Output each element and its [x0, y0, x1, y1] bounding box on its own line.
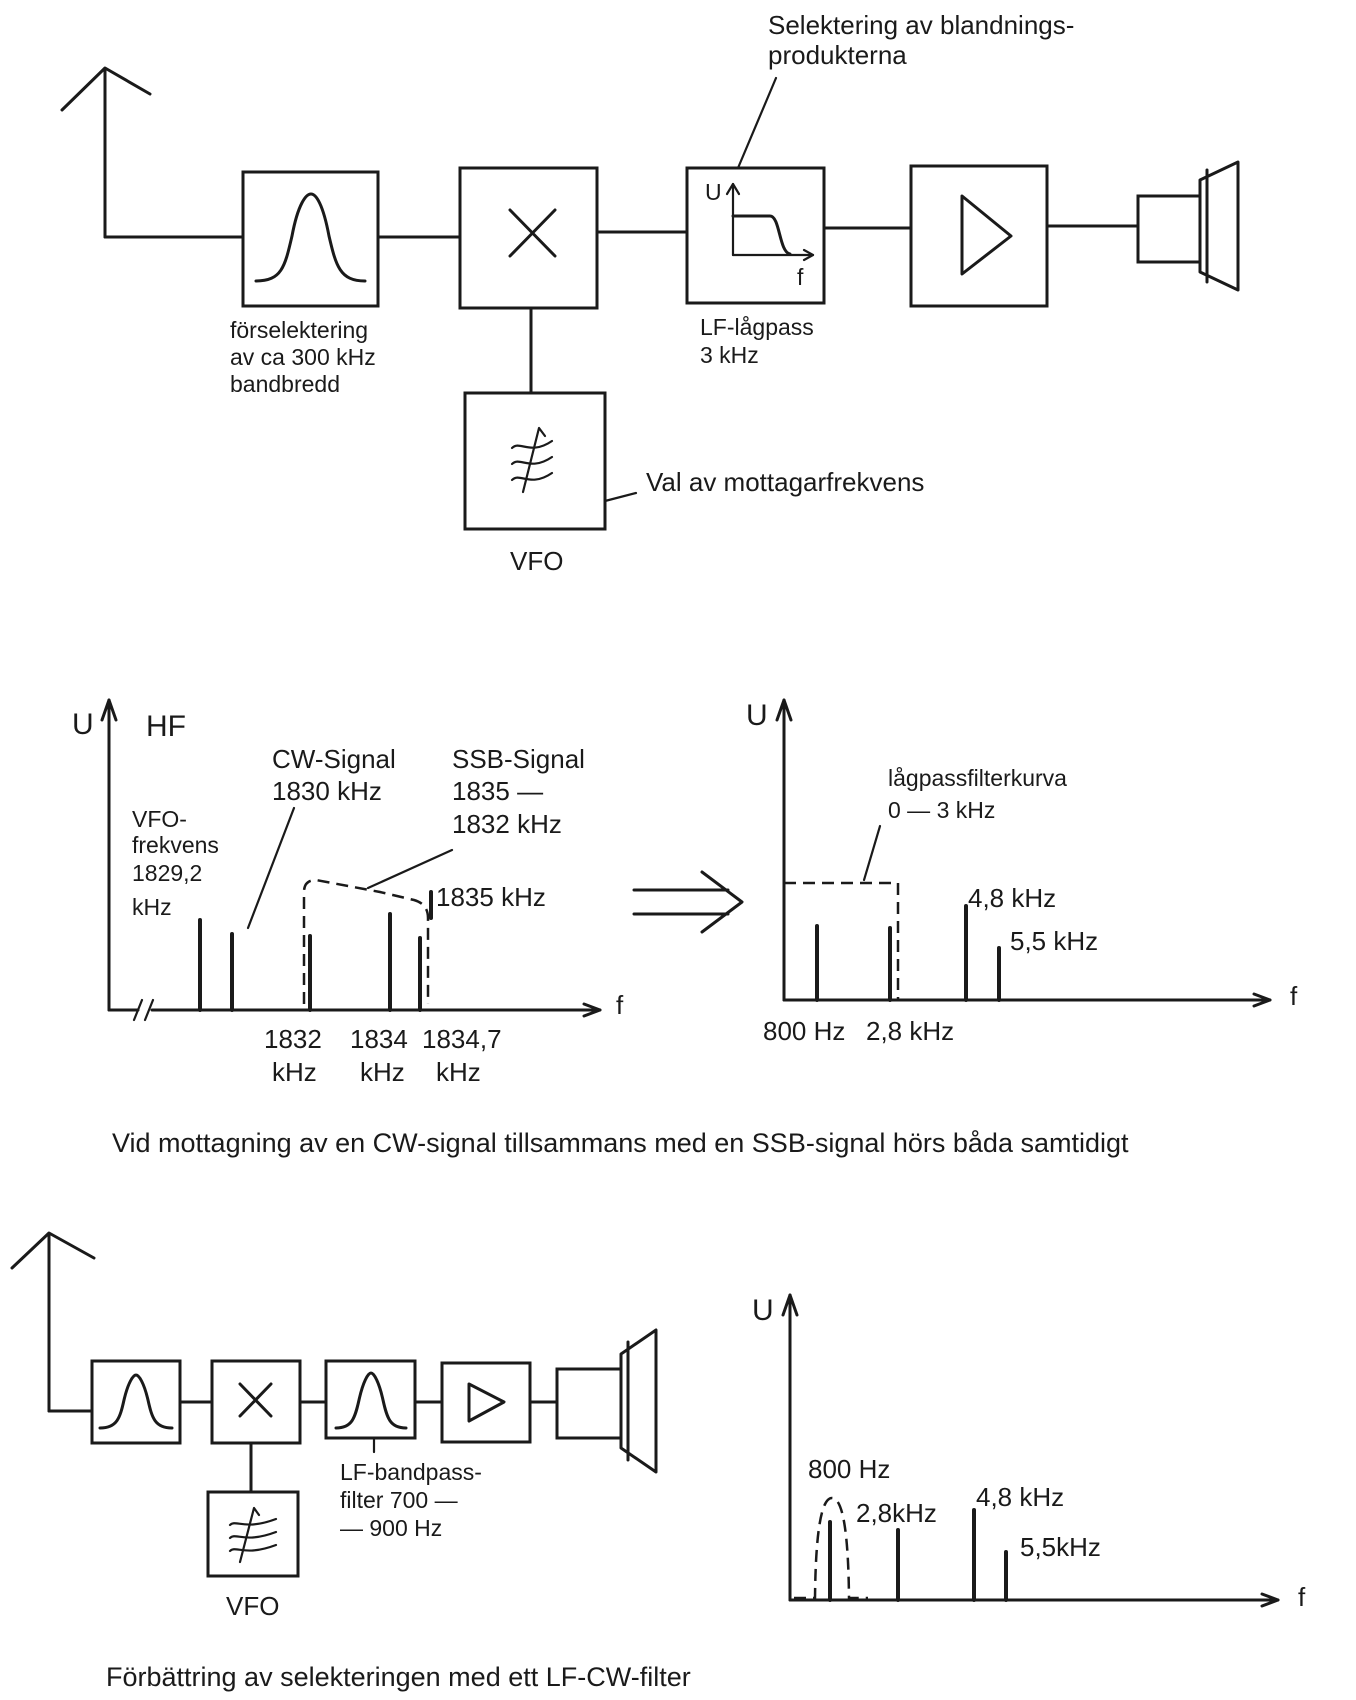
bottom-800hz-label: 800 Hz: [808, 1454, 890, 1484]
hf-cw-label-line-1: CW-Signal: [272, 744, 396, 774]
lf-spectrum-chart: U f lågpassfilterkurva 0 — 3 kHz 4,8 kHz…: [746, 698, 1298, 1046]
amplifier-box-bottom: [440, 1361, 532, 1444]
bottom-axis-u-label: U: [752, 1294, 774, 1327]
bandpass-curve-icon: [254, 192, 367, 283]
speaker-icon-bottom: [555, 1328, 658, 1474]
preselector-label-line-1: förselektering: [230, 317, 368, 343]
lf-axis-u-label: U: [746, 699, 768, 732]
bottom-spectral-lines: [828, 1508, 1008, 1602]
lf-spectral-lines: [815, 904, 1001, 1002]
mixer-output-note: Selektering av blandnings- produkterna: [768, 10, 1074, 70]
mixer-box: [458, 166, 599, 310]
bandpass-label-line-1: LF-bandpass-: [340, 1459, 482, 1485]
hf-1835-label: 1835 kHz: [436, 882, 546, 912]
lowpass-axis-u-label: U: [705, 179, 722, 205]
hf-vfo-label: VFO- frekvens 1829,2 kHz: [132, 806, 219, 920]
hf-vfo-label-line-2: frekvens: [132, 832, 219, 858]
vfo-box-bottom: [206, 1490, 300, 1578]
lf-filter-label-line-2: 0 — 3 kHz: [888, 797, 995, 823]
preselector-filter-box: [241, 170, 380, 308]
bottom-4-8khz-label: 4,8 kHz: [976, 1482, 1064, 1512]
lowpass-label-line-2: 3 kHz: [700, 342, 759, 368]
lf-filter-label-line-1: lågpassfilterkurva: [888, 765, 1067, 791]
preselector-label-line-3: bandbredd: [230, 371, 340, 397]
mixer-output-note-line-1: Selektering av blandnings-: [768, 10, 1074, 40]
ssb-label-leader: [366, 848, 454, 890]
hf-ssb-label-line-2: 1835 —: [452, 776, 543, 806]
preselector-label: förselektering av ca 300 kHz bandbredd: [230, 317, 376, 397]
vfo-note: Val av mottagarfrekvens: [646, 467, 924, 497]
caption-2: Förbättring av selekteringen med ett LF-…: [106, 1662, 691, 1692]
variable-oscillator-icon: [228, 1506, 278, 1564]
hf-ssb-label: SSB-Signal 1835 — 1832 kHz: [452, 744, 585, 839]
hf-tick-1832-unit: kHz: [272, 1057, 317, 1087]
lowpass-filter-box: U f: [685, 166, 826, 305]
preselector-filter-box-bottom: [90, 1359, 182, 1445]
vfo-label: VFO: [510, 546, 563, 576]
bandpass-curve-icon: [334, 1371, 408, 1430]
vfo-box: [463, 391, 607, 531]
hf-vfo-label-line-4: kHz: [132, 894, 172, 920]
hf-tick-1834-unit: kHz: [360, 1057, 405, 1087]
bottom-5-5khz-label: 5,5kHz: [1020, 1532, 1101, 1562]
hf-spectral-lines: [198, 890, 433, 1012]
hf-vfo-label-line-3: 1829,2: [132, 860, 202, 886]
hf-vfo-label-line-1: VFO-: [132, 806, 187, 832]
lf-bandpass-filter-box: [324, 1359, 417, 1440]
hf-tick-1834-7: 1834,7: [422, 1024, 502, 1054]
bandpass-label: LF-bandpass- filter 700 — — 900 Hz: [340, 1459, 482, 1541]
hf-tick-1834-7-unit: kHz: [436, 1057, 481, 1087]
lowpass-label: LF-lågpass 3 kHz: [700, 314, 814, 368]
hf-tick-1834: 1834: [350, 1024, 408, 1054]
hf-tick-labels: 1832 kHz 1834 kHz 1834,7 kHz: [264, 1024, 502, 1087]
antenna-icon-bottom: [10, 1231, 96, 1413]
bandpass-label-line-3: — 900 Hz: [340, 1515, 442, 1541]
bottom-receiver-diagram: LF-bandpass- filter 700 — — 900 Hz VFO: [10, 1231, 658, 1621]
bandpass-filter-curve: [794, 1496, 868, 1600]
amplifier-triangle-icon: [467, 1382, 506, 1423]
hf-spectrum-chart: U HF f CW-Signal 1830 kHz SSB-Signal 183…: [72, 698, 624, 1087]
bottom-2-8khz-label: 2,8kHz: [856, 1498, 937, 1528]
lf-4-8khz-label: 4,8 kHz: [968, 883, 1056, 913]
bottom-spectrum-chart: U f 800 Hz 2,8kHz 4,8 kHz 5,5kHz: [752, 1293, 1306, 1612]
lowpass-label-leader: [862, 824, 882, 882]
lf-axis-f-label: f: [1290, 981, 1298, 1011]
mixer-box-bottom: [210, 1359, 302, 1445]
lf-2-8khz-label: 2,8 kHz: [866, 1016, 954, 1046]
caption-1: Vid mottagning av en CW-signal tillsamma…: [112, 1128, 1129, 1158]
hf-axis-u-label: U: [72, 708, 94, 741]
speaker-icon: [1136, 160, 1240, 292]
cw-label-leader: [246, 806, 296, 930]
top-receiver-diagram: U f Selektering: [60, 10, 1240, 576]
ssb-passband-curve: [302, 878, 430, 1004]
hf-cw-label-line-2: 1830 kHz: [272, 776, 382, 806]
antenna-icon: [60, 66, 152, 239]
amplifier-box: [909, 164, 1049, 308]
lowpass-axis-f-label: f: [797, 264, 804, 290]
hf-axis-f-label: f: [616, 990, 624, 1020]
multiply-icon: [238, 1382, 273, 1418]
preselector-label-line-2: av ca 300 kHz: [230, 344, 376, 370]
lowpass-label-line-1: LF-lågpass: [700, 314, 814, 340]
vfo-label-bottom: VFO: [226, 1591, 279, 1621]
variable-oscillator-icon: [510, 426, 554, 494]
lf-5-5khz-label: 5,5 kHz: [1010, 926, 1098, 956]
hf-ssb-label-line-1: SSB-Signal: [452, 744, 585, 774]
lowpass-filter-curve: [784, 881, 900, 1000]
multiply-icon: [508, 208, 557, 258]
double-arrow-icon: [632, 870, 744, 934]
amplifier-triangle-icon: [960, 194, 1013, 276]
hf-tick-1832: 1832: [264, 1024, 322, 1054]
axis-break-icon: [132, 998, 155, 1022]
lf-800hz-label: 800 Hz: [763, 1016, 845, 1046]
hf-title: HF: [146, 710, 186, 743]
mixer-output-note-line-2: produkterna: [768, 40, 907, 70]
bandpass-curve-icon: [98, 1373, 174, 1430]
bottom-axis-f-label: f: [1298, 1582, 1306, 1612]
hf-ssb-label-line-3: 1832 kHz: [452, 809, 562, 839]
hf-cw-label: CW-Signal 1830 kHz: [272, 744, 396, 806]
bandpass-label-line-2: filter 700 —: [340, 1487, 458, 1513]
lf-filter-label: lågpassfilterkurva 0 — 3 kHz: [888, 765, 1067, 823]
